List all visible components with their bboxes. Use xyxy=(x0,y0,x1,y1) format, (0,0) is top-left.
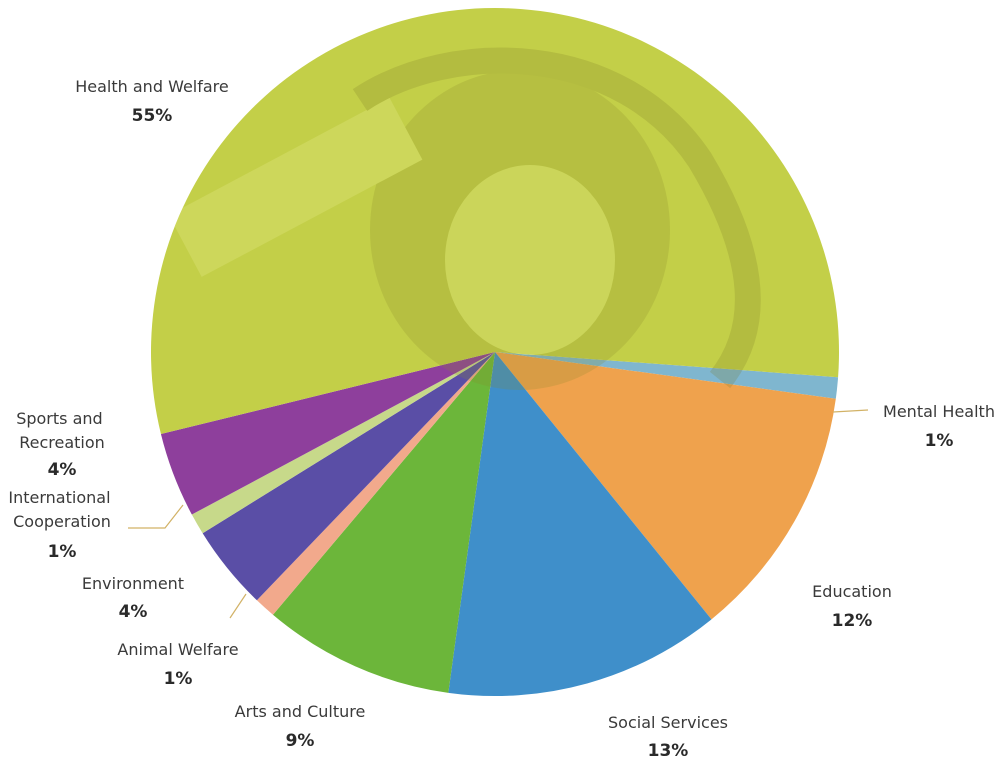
label-animal-welfare: Animal Welfare xyxy=(117,640,238,659)
label-education: Education xyxy=(812,582,892,601)
label-mental-health: Mental Health xyxy=(883,402,995,421)
pct-health-and-welfare: 55% xyxy=(132,106,173,126)
pie-slices xyxy=(151,8,840,697)
label-sports-and-recreation-line-2: Recreation xyxy=(19,433,105,452)
label-health-and-welfare: Health and Welfare xyxy=(75,77,229,96)
slice-animal-welfare xyxy=(256,352,495,615)
slice-environment xyxy=(202,352,495,601)
label-international-cooperation-line-2: Cooperation xyxy=(13,512,111,531)
pct-education: 12% xyxy=(832,611,873,631)
label-arts-and-culture: Arts and Culture xyxy=(235,702,366,721)
label-sports-and-recreation-line-1: Sports and xyxy=(16,409,102,428)
pct-mental-health: 1% xyxy=(925,431,954,451)
leader-lines xyxy=(128,409,869,619)
pct-sports-and-recreation: 4% xyxy=(48,460,77,480)
pct-environment: 4% xyxy=(119,602,148,622)
leader-line-international-cooperation xyxy=(128,504,184,529)
pct-social-services: 13% xyxy=(648,741,689,760)
label-social-services: Social Services xyxy=(608,713,728,732)
slice-social-services xyxy=(448,352,712,697)
label-environment: Environment xyxy=(82,574,184,593)
slice-labels: Health and Welfare 55% Mental Health 1% … xyxy=(8,77,995,760)
slice-arts-and-culture xyxy=(272,352,495,693)
slice-sports-and-recreation xyxy=(160,352,495,515)
pct-arts-and-culture: 9% xyxy=(286,731,315,751)
label-international-cooperation-line-1: International xyxy=(8,488,110,507)
background-photo-overlay xyxy=(168,47,761,390)
slice-mental-health xyxy=(495,352,839,399)
label-sports-and-recreation: Sports and Recreation xyxy=(16,409,108,452)
slice-international-cooperation xyxy=(191,352,495,534)
label-international-cooperation: International Cooperation xyxy=(8,488,115,531)
pct-animal-welfare: 1% xyxy=(164,669,193,689)
pct-international-cooperation: 1% xyxy=(48,542,77,562)
leader-line-animal-welfare xyxy=(229,593,247,619)
leader-line-mental-health xyxy=(832,409,869,413)
slice-health-and-welfare xyxy=(151,8,840,435)
slice-education xyxy=(495,352,836,620)
